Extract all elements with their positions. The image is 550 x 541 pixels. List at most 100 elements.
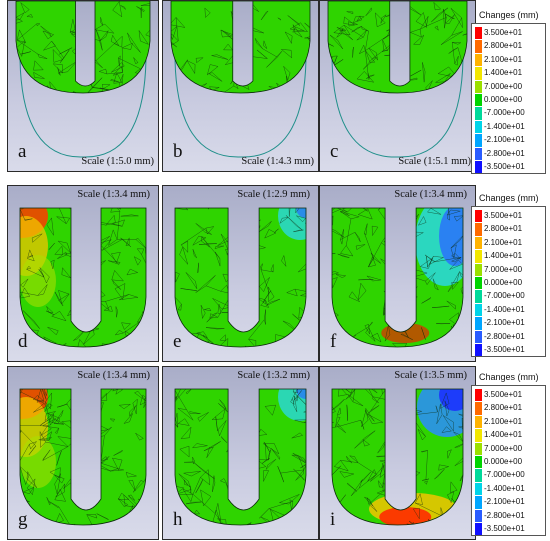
outline-curve <box>174 58 307 158</box>
legend-value: 3.500e+01 <box>484 211 523 220</box>
panel-label: g <box>18 509 28 530</box>
legend-swatch <box>475 107 482 120</box>
legend-swatch <box>475 120 482 134</box>
mesh-outline <box>15 1 151 94</box>
legend-value: 3.500e+01 <box>484 28 523 37</box>
panel-label: i <box>330 509 336 530</box>
legend-swatch <box>475 415 482 429</box>
scale-label: Scale (1:3.5 mm) <box>394 370 467 381</box>
legend-swatch <box>475 442 482 455</box>
legend-swatch <box>475 94 482 107</box>
panel-label: c <box>330 141 339 162</box>
legend-swatch <box>475 456 482 469</box>
mesh-outline <box>331 388 464 526</box>
legend-box: 3.500e+01 2.800e+01 2.100e+01 1.400e+01 7.00… <box>471 206 546 357</box>
legend-swatch <box>475 147 482 160</box>
panel-label: h <box>173 509 183 530</box>
mesh-group <box>20 389 146 525</box>
legend-swatch <box>475 236 482 250</box>
panel-c: Scale (1:5.1 mm) c <box>319 0 476 172</box>
panel-label: f <box>330 331 337 352</box>
mesh-group <box>332 389 463 525</box>
legend-value: -7.000e+00 <box>484 291 525 301</box>
mesh-group <box>332 208 463 347</box>
legend-value: -3.500e+01 <box>484 162 525 171</box>
mesh-plot <box>174 207 307 348</box>
legend-swatch <box>475 429 482 442</box>
legend-swatch <box>475 210 482 223</box>
legend-value: 2.800e+01 <box>484 41 523 51</box>
legend-value: 1.400e+01 <box>484 251 523 261</box>
legend-value: 7.000e+00 <box>484 443 523 453</box>
panel-e: Scale (1:2.9 mm) e <box>162 185 319 362</box>
legend-value: -2.800e+01 <box>484 331 525 341</box>
scale-label: Scale (1:5.1 mm) <box>398 156 471 167</box>
legend-value: -1.400e+01 <box>484 304 525 314</box>
panel-a: Scale (1:5.0 mm) a <box>7 0 159 172</box>
row-2: Scale (1:3.4 mm) d Scale (1:2.9 mm) e Sc… <box>7 185 476 362</box>
legend-swatch <box>475 80 482 93</box>
legend-value: 2.100e+01 <box>484 237 523 247</box>
legend-swatch <box>475 161 482 174</box>
legend-box: 3.500e+01 2.800e+01 2.100e+01 1.400e+01 7.00… <box>471 385 546 536</box>
legend-title: Changes (mm) <box>479 10 539 20</box>
legend-value: -2.100e+01 <box>484 135 525 145</box>
mesh-plot <box>15 1 151 158</box>
mesh-outline <box>19 388 147 526</box>
legend-value: 1.400e+01 <box>484 430 523 440</box>
scale-label: Scale (1:3.4 mm) <box>77 189 150 200</box>
legend-value: 2.100e+01 <box>484 416 523 426</box>
scale-label: Scale (1:5.0 mm) <box>81 156 154 167</box>
legend-swatch <box>475 389 482 402</box>
legend-swatch <box>475 482 482 496</box>
legend-value: 2.100e+01 <box>484 54 523 64</box>
legend-swatch <box>475 469 482 482</box>
row-3: Scale (1:3.4 mm) g Scale (1:3.2 mm) h Sc… <box>7 366 476 540</box>
mesh-group <box>175 389 306 525</box>
legend-swatch <box>475 250 482 263</box>
mesh-outline <box>174 207 307 348</box>
panel-h: Scale (1:3.2 mm) h <box>162 366 319 540</box>
legend-value: 3.500e+01 <box>484 390 523 399</box>
panel-b: Scale (1:4.3 mm) b <box>162 0 319 172</box>
legend-swatch <box>475 402 482 415</box>
mesh-group <box>175 208 306 347</box>
legend-swatch <box>475 134 482 147</box>
panel-f: Scale (1:3.4 mm) f <box>319 185 476 362</box>
row-1: Scale (1:5.0 mm) a Scale (1:4.3 mm) b Sc… <box>7 0 476 172</box>
legend-swatch <box>475 40 482 53</box>
legend-value: 0.000e+00 <box>484 457 523 466</box>
legend-value: -2.100e+01 <box>484 318 525 328</box>
legend-box: 3.500e+01 2.800e+01 2.100e+01 1.400e+01 7.00… <box>471 23 546 174</box>
mesh-plot <box>19 207 147 348</box>
legend-2: Changes (mm) 3.500e+01 2.800e+01 2.100e+01… <box>469 193 546 358</box>
panel-label: e <box>173 331 182 352</box>
legend-swatch <box>475 496 482 509</box>
scale-label: Scale (1:3.2 mm) <box>237 370 310 381</box>
outline-curve <box>331 58 464 158</box>
legend-value: 0.000e+00 <box>484 95 523 104</box>
legend-swatch <box>475 330 482 343</box>
mesh-plot <box>19 388 147 526</box>
mesh-group <box>20 208 146 347</box>
legend-value: -2.100e+01 <box>484 497 525 507</box>
panel-g: Scale (1:3.4 mm) g <box>7 366 159 540</box>
legend-value: 2.800e+01 <box>484 224 523 234</box>
mesh-outline <box>174 388 307 526</box>
legend-swatch <box>475 67 482 80</box>
scale-label: Scale (1:2.9 mm) <box>237 189 310 200</box>
legend-value: -3.500e+01 <box>484 345 525 354</box>
legend-title: Changes (mm) <box>479 372 539 382</box>
legend-value: 7.000e+00 <box>484 264 523 274</box>
legend-swatch <box>475 27 482 40</box>
legend-value: -1.400e+01 <box>484 483 525 493</box>
mesh-outline <box>170 1 311 94</box>
legend-swatch <box>475 509 482 522</box>
legend-1: Changes (mm) 3.500e+01 2.800e+01 2.100e+01… <box>469 10 546 175</box>
mesh-outline <box>331 207 464 348</box>
legend-3: Changes (mm) 3.500e+01 2.800e+01 2.100e+01… <box>469 372 546 537</box>
legend-value: -2.800e+01 <box>484 510 525 520</box>
legend-swatch <box>475 53 482 67</box>
mesh-plot <box>327 1 468 158</box>
